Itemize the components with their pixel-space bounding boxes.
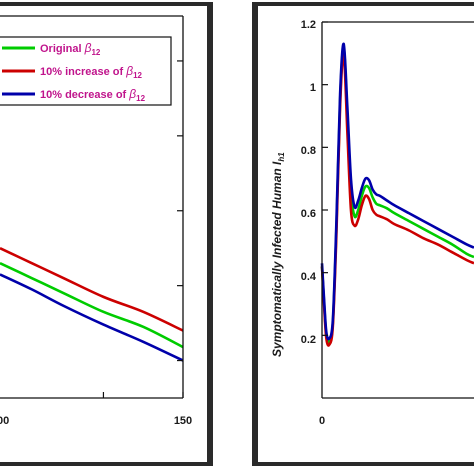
legend-original-symbol: β bbox=[84, 41, 92, 55]
legend-increase-text: 10% increase of bbox=[40, 66, 126, 78]
legend-increase-subscript: 12 bbox=[133, 71, 142, 80]
right-series-line-2 bbox=[320, 42, 474, 341]
legend-original-text: Original bbox=[40, 43, 85, 55]
left-tick-group bbox=[102, 60, 184, 398]
legend-decrease-subscript: 12 bbox=[136, 94, 145, 103]
legend-decrease-symbol: β bbox=[128, 87, 136, 101]
right-y-tick-label-0.6: 0.6 bbox=[301, 208, 316, 220]
legend-entry-original: Original β12 bbox=[40, 41, 101, 57]
left-chart: 100 150 Original β12 10% increase of β12… bbox=[0, 15, 192, 427]
right-y-tick-label-1.2: 1.2 bbox=[301, 19, 316, 31]
right-panel-background bbox=[258, 6, 474, 462]
right-y-axis-label-text: Symptomatically Infected Human I bbox=[270, 161, 284, 357]
legend-entry-increase: 10% increase of β12 bbox=[40, 64, 143, 80]
right-y-axis-label: Symptomatically Infected Human Ih1 bbox=[270, 152, 286, 357]
left-x-tick-label-150: 150 bbox=[174, 415, 192, 427]
legend-decrease-text: 10% decrease of bbox=[40, 89, 129, 101]
left-series-line-1 bbox=[0, 247, 184, 332]
right-x-tick-label-0: 0 bbox=[319, 415, 325, 427]
right-chart: 0 0.2 0.4 0.6 0.8 1 1.2 Symptomatically … bbox=[270, 19, 474, 427]
right-tick-group bbox=[322, 21, 328, 336]
left-series-group bbox=[0, 247, 184, 362]
right-series-group bbox=[320, 42, 474, 347]
right-y-tick-label-1: 1 bbox=[310, 82, 316, 94]
legend-original-subscript: 12 bbox=[91, 48, 100, 57]
left-legend: Original β12 10% increase of β12 10% dec… bbox=[0, 36, 172, 106]
right-y-tick-label-0.4: 0.4 bbox=[301, 271, 317, 283]
left-series-line-0 bbox=[0, 262, 184, 349]
left-x-tick-label-100: 100 bbox=[0, 415, 9, 427]
legend-increase-symbol: β bbox=[125, 64, 133, 78]
right-y-tick-label-0.2: 0.2 bbox=[301, 334, 316, 346]
left-series-line-2 bbox=[0, 273, 184, 362]
legend-entry-decrease: 10% decrease of β12 bbox=[40, 87, 146, 103]
right-y-axis-label-subscript: h1 bbox=[277, 152, 286, 162]
right-y-tick-label-0.8: 0.8 bbox=[301, 145, 316, 157]
